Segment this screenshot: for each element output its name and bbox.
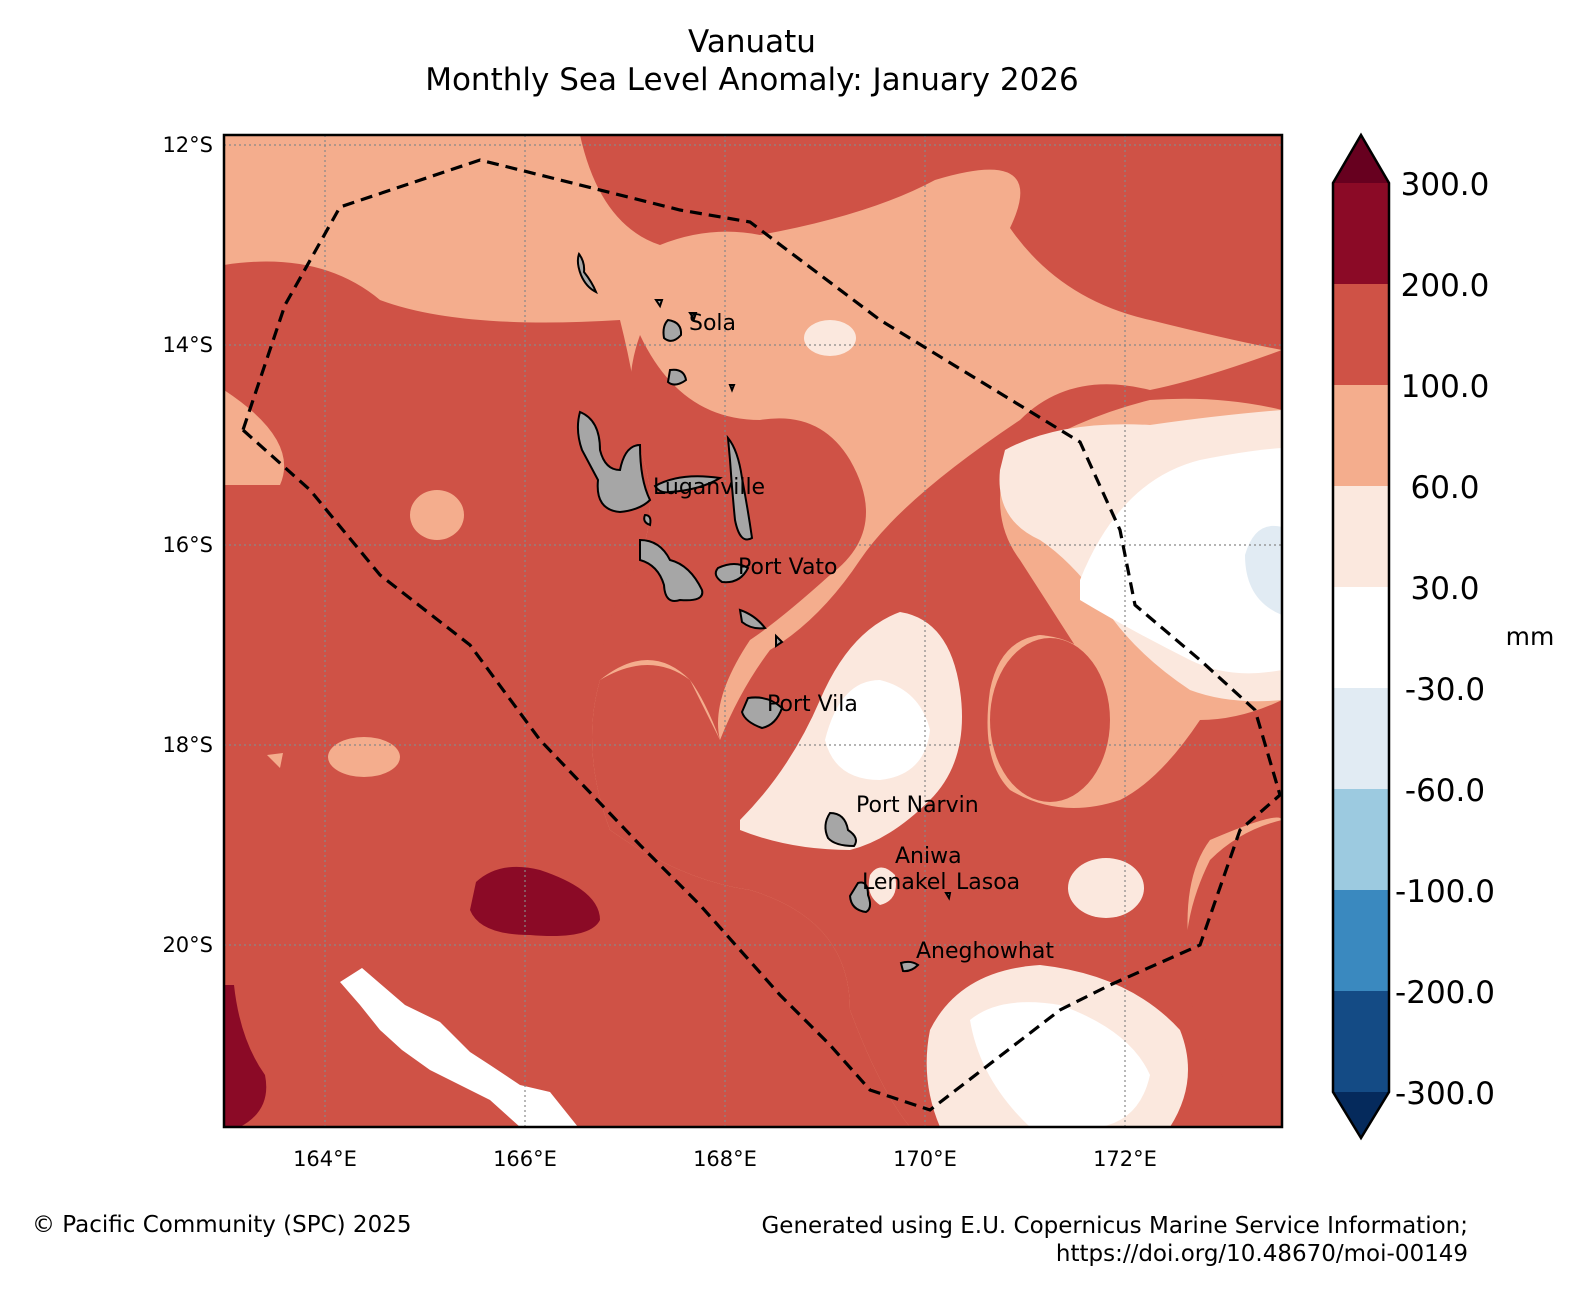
place-label-lasoa: Lasoa (956, 870, 1020, 895)
contour-30-60-small (868, 867, 896, 905)
data-source-credit: Generated using E.U. Copernicus Marine S… (761, 1212, 1468, 1268)
colorbar-tick: -60.0 (1405, 773, 1485, 809)
eez-boundary (241, 158, 1282, 1112)
colorbar-swatch (1333, 789, 1389, 890)
lat-label: 20°S (162, 933, 213, 957)
island-malakula (639, 538, 704, 602)
islands (576, 251, 952, 973)
island-tanna (848, 881, 872, 914)
anomaly-field (224, 135, 1282, 1127)
lat-label: 16°S (162, 533, 213, 557)
colorbar-tick: 100.0 (1401, 369, 1490, 405)
lon-label: 170°E (893, 1147, 957, 1171)
data-source-line: Generated using E.U. Copernicus Marine S… (761, 1213, 1468, 1239)
contour-neutral-east (1080, 448, 1282, 674)
island-erromango (824, 811, 857, 848)
place-label-sola: Sola (689, 311, 736, 336)
colorbar-outline (1331, 132, 1391, 1141)
contour-30-60-patch (1068, 858, 1144, 918)
lat-label: 14°S (162, 333, 213, 357)
colorbar-swatch (1333, 385, 1389, 486)
colorbar-swatch (1333, 991, 1389, 1092)
lon-label: 168°E (693, 1147, 757, 1171)
colorbar-tick: -30.0 (1405, 672, 1485, 708)
place-labels: Sola Luganville Port Vato Port Vila Port… (653, 311, 1054, 964)
colorbar-tick: -100.0 (1395, 874, 1495, 910)
colorbar-tick: -200.0 (1395, 975, 1495, 1011)
island-small (775, 633, 784, 648)
island-ambrym (714, 563, 750, 584)
contour-60-100-patch (267, 753, 283, 768)
colorbar-unit: mm (1506, 622, 1555, 651)
graticule (224, 135, 1282, 1127)
colorbar-swatch (1333, 486, 1389, 587)
contour-neutral-south (970, 1002, 1150, 1127)
colorbar-tick: 30.0 (1410, 571, 1479, 607)
colorbar-tick: 300.0 (1401, 167, 1490, 203)
island-espiritu-santo (576, 410, 652, 514)
island-vanua-lava (662, 318, 683, 342)
contour-60-100-patch (410, 490, 464, 540)
island-gaua (666, 368, 688, 386)
map-title: Vanuatu (688, 24, 816, 60)
place-label-port-vato: Port Vato (738, 555, 838, 580)
map-subtitle: Monthly Sea Level Anomaly: January 2026 (425, 62, 1079, 98)
contour-neutral-central (825, 680, 930, 780)
island-epi (738, 608, 767, 630)
lon-label: 164°E (293, 1147, 357, 1171)
lon-label: 166°E (493, 1147, 557, 1171)
colorbar-tick: -300.0 (1395, 1076, 1495, 1112)
place-label-port-narvin: Port Narvin (856, 793, 979, 818)
place-label-port-vila: Port Vila (767, 692, 858, 717)
copyright-credit: © Pacific Community (SPC) 2025 (32, 1212, 412, 1238)
axis-labels: 12°S 14°S 16°S 18°S 20°S 164°E 166°E 168… (162, 133, 1156, 1171)
island-small (688, 312, 698, 322)
colorbar-swatch (1333, 183, 1389, 284)
contour-200-300-blob (470, 866, 600, 936)
lat-label: 12°S (162, 133, 213, 157)
place-label-luganville: Luganville (653, 475, 765, 500)
map-frame (222, 133, 1284, 1129)
contour-100-200-se (1185, 820, 1282, 1127)
colorbar-swatch (1333, 890, 1389, 991)
island-maewo (726, 434, 754, 541)
place-label-lenakel: Lenakel (862, 870, 946, 895)
colorbar-extend-under (1333, 1092, 1389, 1138)
contour-100-200-east (990, 638, 1110, 802)
island-small (944, 892, 952, 901)
lat-label: 18°S (162, 733, 213, 757)
colorbar-tick: 200.0 (1401, 268, 1490, 304)
contour-neutral-sw (340, 968, 578, 1127)
lon-label: 172°E (1093, 1147, 1157, 1171)
island-efate (740, 696, 784, 730)
colorbar-swatch (1333, 688, 1389, 789)
island-aneityum (899, 960, 920, 973)
colorbar-extend-over (1333, 135, 1389, 183)
place-label-aniwa: Aniwa (895, 844, 962, 869)
contour-minus30-minus60 (1245, 525, 1282, 615)
colorbar-tick: 60.0 (1410, 470, 1479, 506)
colorbar: 300.0 200.0 100.0 60.0 30.0 -30.0 -60.0 … (1331, 132, 1555, 1141)
island-small (728, 384, 736, 393)
place-label-aneghowhat: Aneghowhat (916, 939, 1054, 964)
contour-30-60-north (804, 320, 856, 356)
contour-100-200-tongue (596, 335, 866, 740)
data-source-doi: https://doi.org/10.48670/moi-00149 (1055, 1241, 1468, 1267)
island-malo (653, 475, 723, 494)
contour-100-200-west (224, 261, 910, 1127)
colorbar-swatch (1333, 587, 1389, 688)
island-small (654, 299, 664, 309)
island-torres (576, 251, 598, 295)
contour-60-100-patch (328, 737, 400, 777)
island-small (643, 513, 652, 527)
contour-200-300-corner (224, 985, 267, 1127)
colorbar-swatch (1333, 284, 1389, 385)
